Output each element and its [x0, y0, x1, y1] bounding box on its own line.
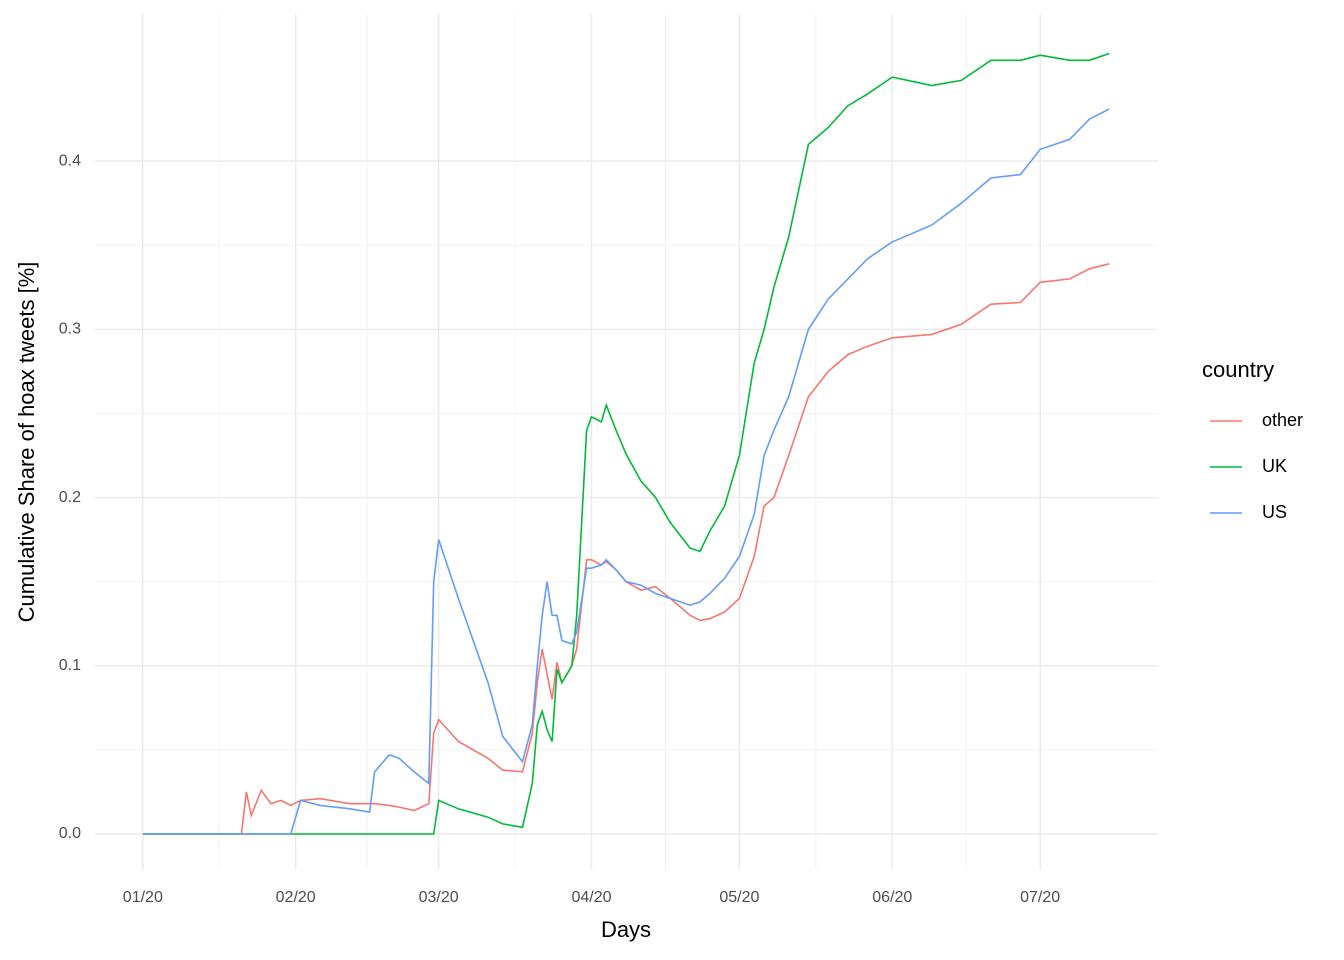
x-axis-title: Days — [601, 917, 651, 942]
line — [142, 52, 1110, 835]
legend-label: UK — [1262, 456, 1287, 476]
y-tick-label: 0.4 — [59, 152, 81, 169]
x-tick-label: 04/20 — [571, 889, 611, 906]
y-tick-label: 0.1 — [59, 657, 81, 674]
y-axis-title: Cumulative Share of hoax tweets [%] — [14, 262, 39, 623]
x-tick-label: 02/20 — [276, 889, 316, 906]
y-tick-label: 0.0 — [59, 825, 81, 842]
legend-label: other — [1262, 410, 1303, 430]
x-tick-label: 01/20 — [123, 889, 163, 906]
line — [142, 108, 1110, 835]
y-tick-label: 0.3 — [59, 321, 81, 338]
x-tick-label: 06/20 — [872, 889, 912, 906]
legend-title: country — [1202, 357, 1274, 382]
x-tick-label: 03/20 — [419, 889, 459, 906]
x-tick-label: 05/20 — [719, 889, 759, 906]
line — [142, 263, 1110, 835]
x-tick-label: 07/20 — [1020, 889, 1060, 906]
y-tick-label: 0.2 — [59, 489, 81, 506]
legend-label: US — [1262, 502, 1287, 522]
